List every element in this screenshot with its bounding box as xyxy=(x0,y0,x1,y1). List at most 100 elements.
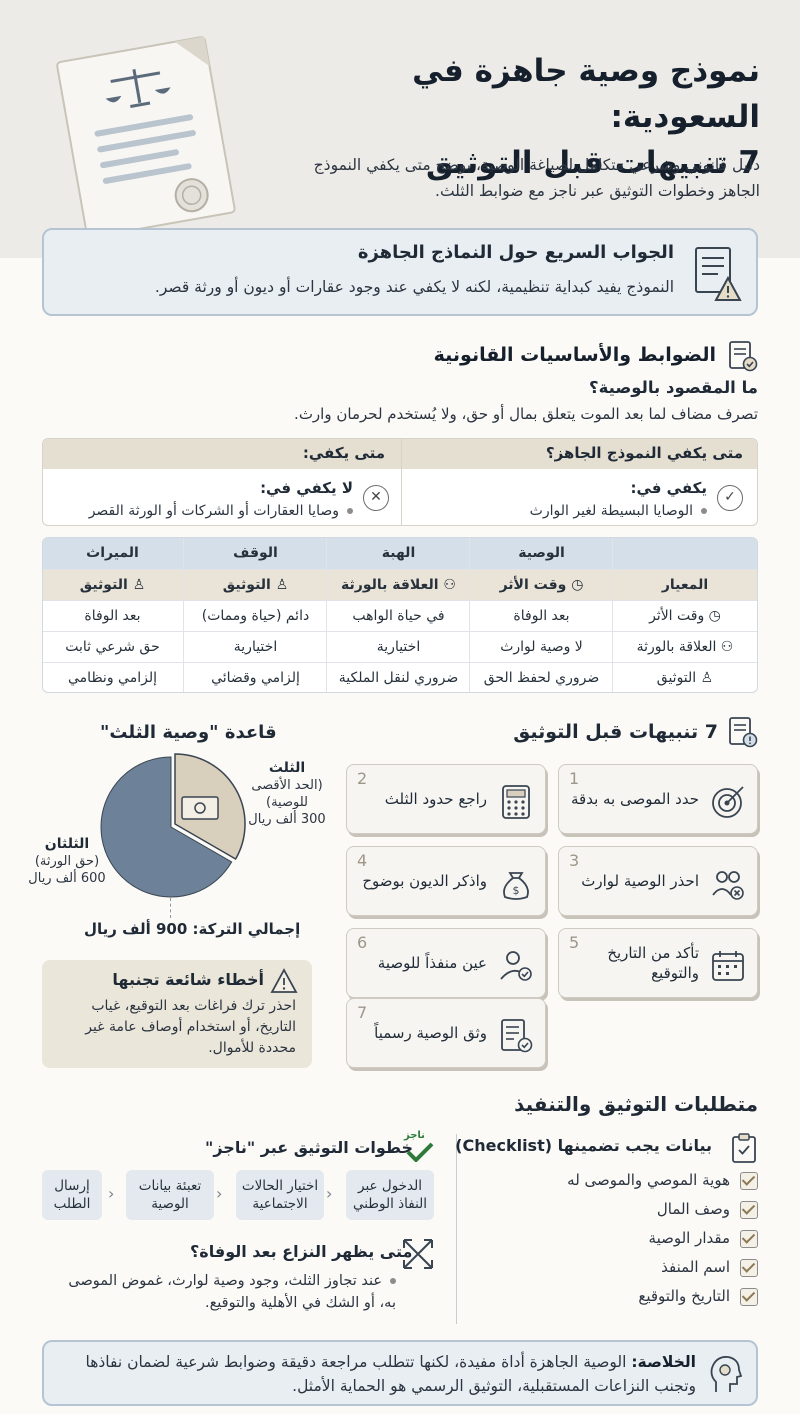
arrow-left-icon: ‹ xyxy=(108,1184,115,1203)
warnings-section-title: 7 تنبيهات قبل التوثيق xyxy=(513,721,718,743)
stamp-icon: ♙ xyxy=(696,670,714,686)
col-gift: الهبة xyxy=(381,545,416,561)
clock-icon: ◷ xyxy=(566,577,584,593)
subheader-2: ⚇ العلاقة بالورثة xyxy=(341,577,456,593)
head-lightbulb-icon xyxy=(710,1356,742,1392)
sufficiency-header-left: متى يكفي: xyxy=(302,444,385,462)
criteria-label: المعيار xyxy=(661,577,709,593)
warning-card-1: 1 حدد الموصى به بدقة xyxy=(558,764,758,834)
dispute-title: متى يظهر النزاع بعد الوفاة؟ xyxy=(190,1242,413,1261)
page-title: نموذج وصية جاهزة في السعودية: 7 تنبيهات … xyxy=(280,48,760,186)
insufficient-title: لا يكفي في: xyxy=(260,479,353,497)
title-line-1: نموذج وصية جاهزة في السعودية: xyxy=(412,53,760,135)
document-check-icon xyxy=(729,341,758,372)
comparison-subheader-row: المعيار ◷ وقت الأثر ⚇ العلاقة بالورثة ♙ … xyxy=(43,569,757,600)
step-1: الدخول عبر النفاذ الوطني xyxy=(346,1170,434,1220)
checklist-item: مقدار الوصية xyxy=(648,1229,730,1247)
pie-label-third: الثلث (الحد الأقصى للوصية) 300 ألف ريال xyxy=(248,760,326,827)
document-check-icon xyxy=(501,1019,533,1053)
insufficient-item: وصايا العقارات أو الشركات أو الورثة القص… xyxy=(89,503,353,519)
sufficiency-table: متى يكفي النموذج الجاهز؟ متى يكفي: ✓ يكف… xyxy=(42,438,758,526)
pie-slice-two-thirds xyxy=(100,756,233,898)
clock-icon: ◷ xyxy=(704,608,721,624)
summary-text: الخلاصة: الوصية الجاهزة أداة مفيدة، لكنه… xyxy=(85,1353,696,1395)
checklist-item: وصف المال xyxy=(656,1200,730,1218)
page-subtitle: دليل قانوني وشرعي متكامل لصياغة الوصية، … xyxy=(313,156,760,200)
mistakes-title: أخطاء شائعة تجنبها xyxy=(112,970,264,989)
step-2: اختيار الحالات الاجتماعية xyxy=(236,1170,324,1220)
clipboard-check-icon xyxy=(732,1133,756,1163)
money-icon xyxy=(181,796,219,820)
pie-title: قاعدة "وصية الثلث" xyxy=(100,722,277,743)
legal-document-illustration xyxy=(56,36,236,235)
sufficient-title: يكفي في: xyxy=(630,479,707,497)
document-warning-icon xyxy=(695,247,742,301)
stamp-icon: ♙ xyxy=(270,577,289,593)
target-icon xyxy=(712,786,744,818)
conflict-arrows-icon xyxy=(403,1239,433,1269)
checkbox-checked xyxy=(740,1201,758,1219)
x-circle-icon: ✕ xyxy=(363,485,389,511)
common-mistakes-box: أخطاء شائعة تجنبها احذر ترك فراغات بعد ا… xyxy=(42,960,312,1068)
checklist-item: اسم المنفذ xyxy=(661,1258,730,1276)
subheader-1: ◷ وقت الأثر xyxy=(499,577,584,593)
summary-box: الخلاصة: الوصية الجاهزة أداة مفيدة، لكنه… xyxy=(42,1340,758,1406)
col-inheritance: الميراث xyxy=(86,545,139,561)
checkbox-checked xyxy=(740,1259,758,1277)
checklist-title: بيانات يجب تضمينها (Checklist) xyxy=(455,1136,712,1155)
table-row: ⚇ العلاقة بالورثة لا وصية لوارث اختيارية… xyxy=(43,631,757,662)
stamp-icon: ♙ xyxy=(127,577,146,593)
document-alert-icon xyxy=(729,717,758,748)
quick-answer-text: النموذج يفيد كبداية تنظيمية، لكنه لا يكف… xyxy=(154,278,674,296)
table-row: ◷ وقت الأثر بعد الوفاة في حياة الواهب دا… xyxy=(43,600,757,631)
arrow-left-icon: ‹ xyxy=(216,1184,223,1203)
subheader-4: ♙ التوثيق xyxy=(79,577,146,593)
calendar-icon xyxy=(712,951,744,981)
checkbox-checked xyxy=(740,1288,758,1306)
warning-triangle-icon xyxy=(270,968,298,993)
checkbox-checked xyxy=(740,1172,758,1190)
will-definition-question: ما المقصود بالوصية؟ xyxy=(589,378,758,397)
legal-section-title: الضوابط والأساسيات القانونية xyxy=(433,344,716,366)
warning-card-2: 2 راجع حدود الثلث xyxy=(346,764,546,834)
user-check-icon xyxy=(500,951,532,981)
sufficiency-header-right: متى يكفي النموذج الجاهز؟ xyxy=(545,444,743,462)
checkmark-icon xyxy=(406,1142,434,1162)
checkbox-checked xyxy=(740,1230,758,1248)
quick-answer-title: الجواب السريع حول النماذج الجاهزة xyxy=(357,242,674,263)
third-rule-pie-chart xyxy=(100,753,246,898)
check-circle-icon: ✓ xyxy=(717,485,743,511)
title-line-2: 7 تنبيهات قبل التوثيق xyxy=(425,145,760,181)
arrow-left-icon: ‹ xyxy=(326,1184,333,1203)
warning-card-5: 5 تأكد من التاريخ والتوقيع xyxy=(558,928,758,998)
pie-label-two-thirds: الثلثان (حق الورثة) 600 ألف ريال xyxy=(28,836,106,886)
verification-section-title: متطلبات التوثيق والتنفيذ xyxy=(514,1092,758,1116)
estate-total: إجمالي التركة: 900 ألف ريال xyxy=(84,920,301,938)
svg-text:$: $ xyxy=(513,884,520,897)
quick-answer-box: الجواب السريع حول النماذج الجاهزة النموذ… xyxy=(42,228,758,316)
people-x-icon xyxy=(712,871,744,900)
dispute-text: عند تجاوز الثلث، وجود وصية لوارث، غموض ا… xyxy=(68,1273,396,1311)
col-waqf: الوقف xyxy=(233,545,278,561)
will-definition-answer: تصرف مضاف لما بعد الموت يتعلق بمال أو حق… xyxy=(294,405,758,423)
table-row: ♙ التوثيق ضروري لحفظ الحق ضروري لنقل الم… xyxy=(43,662,757,692)
comparison-table: الوصية الهبة الوقف الميراث المعيار ◷ وقت… xyxy=(42,537,758,693)
warning-card-7: 7 وثق الوصية رسمياً xyxy=(346,998,546,1068)
calculator-icon xyxy=(502,785,530,819)
warning-card-6: 6 عين منفذاً للوصية xyxy=(346,928,546,998)
najiz-steps-title: خطوات التوثيق عبر "ناجز" xyxy=(205,1138,414,1157)
najiz-logo: ناجز xyxy=(400,1130,440,1164)
sufficient-item: الوصايا البسيطة لغير الوارث xyxy=(530,503,707,519)
money-bag-icon: $ xyxy=(503,872,529,900)
mistakes-text: احذر ترك فراغات بعد التوقيع، غياب التاري… xyxy=(85,998,296,1056)
comparison-header-row: الوصية الهبة الوقف الميراث xyxy=(43,538,757,569)
sufficiency-header: متى يكفي النموذج الجاهز؟ متى يكفي: xyxy=(43,439,757,469)
people-icon: ⚇ xyxy=(438,577,456,593)
subheader-3: ♙ التوثيق xyxy=(222,577,289,593)
people-icon: ⚇ xyxy=(716,639,734,655)
warning-card-3: 3 احذر الوصية لوارث xyxy=(558,846,758,916)
col-will: الوصية xyxy=(518,545,565,561)
step-3: تعبئة بيانات الوصية xyxy=(126,1170,214,1220)
checklist-item: التاريخ والتوقيع xyxy=(638,1287,730,1305)
warning-card-4: 4 $ واذكر الديون بوضوح xyxy=(346,846,546,916)
